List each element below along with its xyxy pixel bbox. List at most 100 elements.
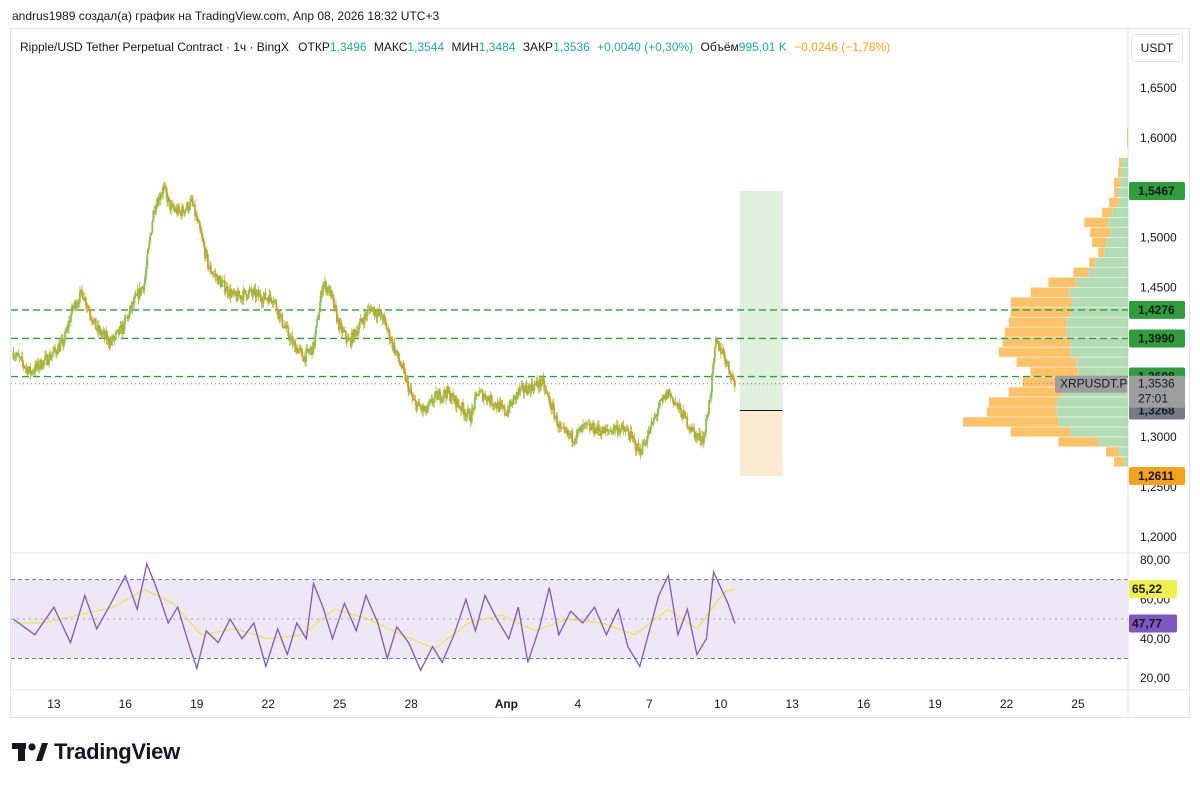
- candle-body: [729, 373, 732, 380]
- candle-body: [131, 301, 134, 309]
- candle-body: [424, 406, 427, 410]
- candle-body: [159, 197, 162, 201]
- candle-body: [238, 295, 241, 297]
- volume-profile-up-bar: [1056, 407, 1128, 417]
- candle-body: [104, 331, 107, 338]
- candle-body: [208, 265, 211, 269]
- time-axis-tick-label: 19: [190, 697, 204, 711]
- candle-body: [367, 308, 370, 310]
- candle-body: [54, 347, 56, 351]
- candle-body: [313, 342, 315, 347]
- candle-body: [541, 377, 544, 385]
- candle-body: [73, 305, 75, 309]
- candle-body: [351, 332, 354, 343]
- candle-body: [360, 318, 363, 322]
- candle-body: [184, 210, 186, 214]
- candle-body: [138, 287, 141, 300]
- candle-body: [77, 302, 80, 304]
- candle-body: [57, 345, 59, 355]
- candle-body: [49, 354, 51, 360]
- candle-body: [389, 340, 392, 342]
- candle-body: [544, 389, 547, 391]
- candle-body: [501, 404, 504, 408]
- candle-body: [204, 246, 206, 258]
- candle-body: [24, 367, 27, 369]
- candle-body: [355, 330, 358, 336]
- candle-body: [430, 398, 433, 401]
- candle-body: [18, 355, 21, 358]
- volume-profile-down-bar: [1010, 307, 1071, 317]
- candle-body: [527, 385, 530, 395]
- candle-body: [173, 208, 176, 210]
- low-value: 1,3484: [478, 40, 516, 54]
- candle-body: [297, 349, 300, 354]
- volume-profile-down-bar: [1008, 317, 1067, 327]
- candle-body: [540, 384, 543, 387]
- candle-body: [508, 401, 511, 413]
- candle-body: [230, 292, 233, 298]
- candle-body: [448, 391, 450, 393]
- candle-body: [566, 429, 569, 433]
- candle-body: [667, 389, 670, 399]
- candle-body: [376, 312, 379, 318]
- candle-body: [550, 406, 553, 411]
- candle-body: [302, 356, 305, 362]
- candle-body: [188, 208, 190, 211]
- low-label: МИН: [451, 40, 479, 54]
- time-axis-tick-label: 16: [857, 697, 871, 711]
- candle-body: [443, 389, 445, 398]
- volume-profile-down-bar: [1092, 237, 1107, 248]
- candle-body: [621, 424, 624, 427]
- candle-body: [178, 206, 181, 211]
- candle-body: [441, 396, 443, 401]
- candle-body: [262, 296, 265, 304]
- candle-body: [149, 235, 152, 241]
- candle-body: [124, 318, 127, 319]
- candle-body: [205, 250, 208, 255]
- candle-body: [153, 210, 156, 213]
- volume-profile-up-bar: [1127, 137, 1128, 148]
- candle-body: [336, 317, 339, 322]
- candle-body: [370, 308, 373, 312]
- candle-body: [345, 338, 348, 343]
- candle-body: [417, 401, 420, 405]
- candle-body: [465, 414, 468, 418]
- candle-body: [468, 410, 471, 422]
- candle-body: [32, 371, 35, 374]
- volume-profile-up-bar: [1106, 237, 1128, 248]
- rsi-axis-tick-label: 80,00: [1140, 553, 1170, 567]
- candle-body: [59, 343, 61, 352]
- candle-body: [674, 402, 677, 404]
- currency-button[interactable]: USDT: [1131, 34, 1183, 62]
- candle-body: [669, 394, 672, 396]
- candle-body: [320, 291, 322, 303]
- time-axis-tick-label: Апр: [495, 697, 518, 711]
- candle-body: [597, 424, 600, 431]
- candle-body: [122, 324, 125, 331]
- candle-body: [617, 429, 620, 434]
- candle-body: [261, 302, 264, 304]
- volume-profile-down-bar: [1114, 177, 1121, 188]
- candle-body: [309, 349, 311, 353]
- volume-profile-up-bar: [1076, 357, 1128, 367]
- price-axis-tick-label: 1,2000: [1140, 530, 1177, 544]
- candle-body: [442, 396, 444, 398]
- candle-body: [459, 407, 461, 409]
- candle-body: [365, 314, 368, 316]
- candle-body: [614, 426, 617, 431]
- candle-body: [378, 309, 381, 315]
- candle-body: [127, 315, 130, 318]
- candle-body: [281, 314, 284, 326]
- candle-body: [728, 370, 731, 374]
- candle-body: [325, 281, 327, 293]
- candle-body: [725, 362, 728, 365]
- symbol-title[interactable]: Ripple/USD Tether Perpetual Contract · 1…: [20, 40, 289, 54]
- volume-profile-up-bar: [1124, 457, 1128, 467]
- price-axis-tick-label: 1,5000: [1140, 231, 1177, 245]
- candle-body: [190, 199, 192, 202]
- candle-body: [249, 288, 252, 291]
- candle-body: [359, 318, 362, 323]
- candle-body: [228, 288, 231, 297]
- candle-body: [23, 365, 26, 368]
